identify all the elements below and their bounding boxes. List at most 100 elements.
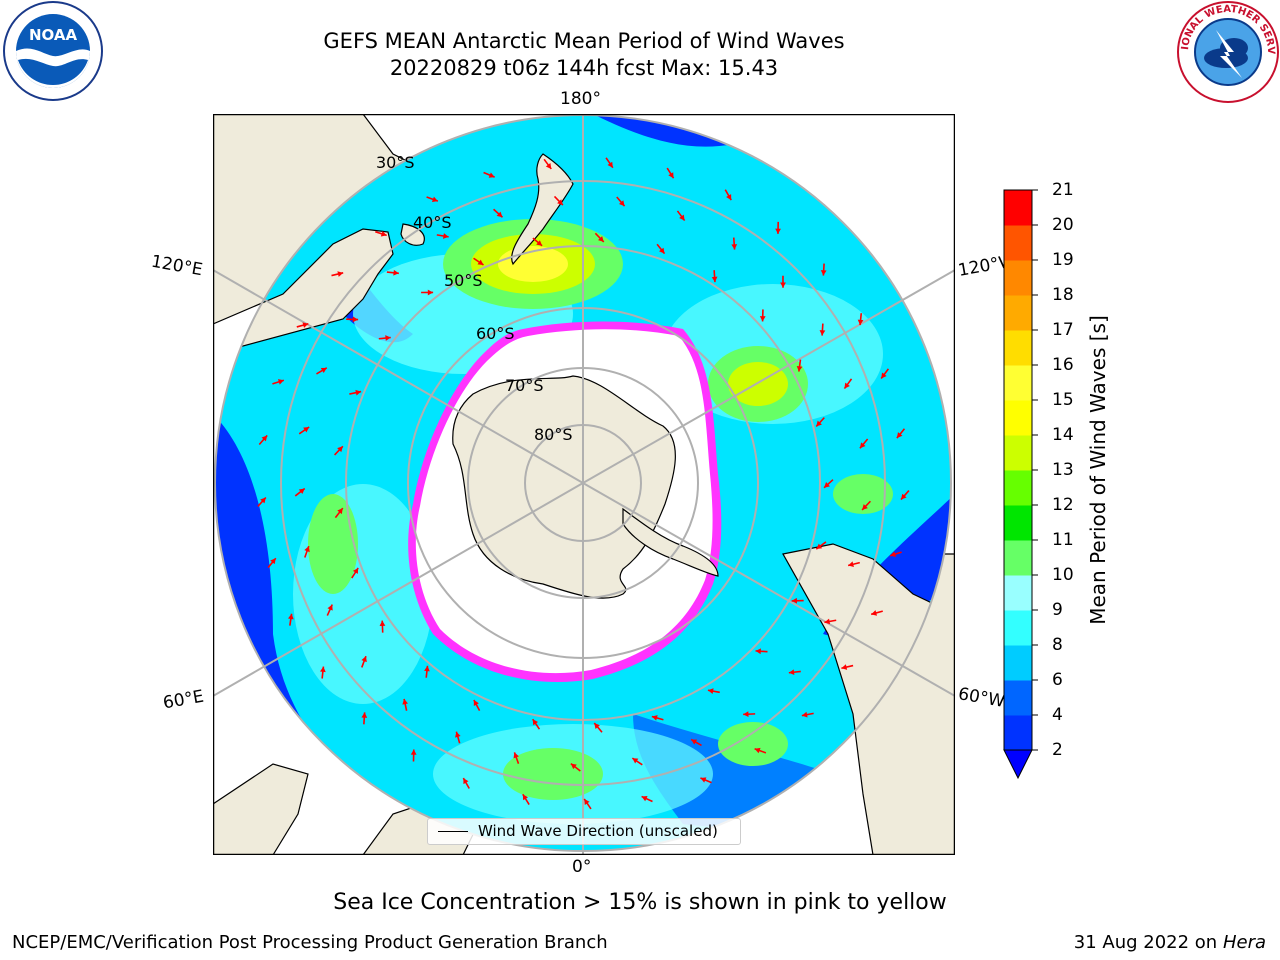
wind-arrow-head	[711, 276, 718, 283]
run-date-text: 31 Aug 2022 on	[1073, 932, 1218, 953]
wind-arrow-head	[731, 244, 738, 250]
legend: Wind Wave Direction (unscaled)	[427, 818, 741, 845]
wind-arrow-head	[303, 427, 310, 433]
wind-arrow-head	[819, 330, 826, 336]
colorbar-segment	[1004, 645, 1032, 681]
wind-arrow-head	[379, 620, 386, 627]
wind-arrow-head	[361, 712, 368, 718]
wind-arrow-head	[700, 777, 707, 783]
wind-arrow-head	[352, 316, 359, 323]
wind-arrow-head	[859, 442, 866, 449]
colorbar-tick-label: 19	[1052, 250, 1074, 270]
wind-arrow-head	[796, 365, 803, 372]
wind-arrow-head	[824, 482, 830, 488]
colorbar-segment	[1004, 435, 1032, 471]
colorbar-segment	[1004, 610, 1032, 646]
colorbar-tick-label: 6	[1052, 670, 1063, 690]
wind-arrow-head	[668, 172, 674, 179]
land-antarctica	[452, 375, 676, 599]
wind-arrow-head	[890, 551, 897, 557]
wind-arrow-head	[473, 700, 479, 707]
noaa-logo-text: NOAA	[29, 26, 78, 44]
latitude-label-70s: 70°S	[505, 376, 544, 395]
wind-arrow-head	[857, 319, 864, 326]
map-title: GEFS MEAN Antarctic Mean Period of Wind …	[323, 29, 845, 53]
wind-arrow-head	[298, 488, 305, 495]
wind-arrow-head	[743, 711, 749, 718]
wind-arrow-head	[791, 597, 798, 604]
wind-arrow-head	[691, 739, 698, 745]
colorbar-tick-label: 14	[1052, 425, 1074, 445]
wind-arrow-head	[726, 194, 732, 201]
credit-line: NCEP/EMC/Verification Post Processing Pr…	[12, 932, 608, 953]
wind-arrow-head	[584, 798, 590, 805]
colorbar-segment	[1004, 190, 1032, 226]
wind-arrow-head	[287, 613, 294, 620]
colorbar-segment	[1004, 505, 1032, 541]
colorbar-tick-label: 16	[1052, 355, 1074, 375]
wind-arrow-head	[431, 196, 438, 202]
colorbar-tick-label: 18	[1052, 285, 1074, 305]
wind-arrow-head	[788, 669, 795, 676]
wind-arrow-head	[618, 200, 625, 207]
machine-name: Hera	[1222, 932, 1266, 953]
colorbar-segment	[1004, 680, 1032, 716]
meridian-label-180: 180°	[560, 89, 601, 109]
map-frame	[213, 114, 955, 855]
wind-arrow-head	[270, 558, 276, 565]
map-subtitle: 20220829 t06z 144h fcst Max: 15.43	[389, 56, 779, 80]
wind-arrow-head	[755, 648, 761, 655]
colorbar-tick-label: 13	[1052, 460, 1074, 480]
colorbar-tick-label: 21	[1052, 180, 1074, 200]
wind-arrow-head	[532, 719, 539, 726]
wind-arrow-head	[355, 389, 362, 396]
wind-arrow-head	[337, 508, 343, 515]
wind-arrow-head	[513, 752, 519, 759]
colorbar-tick-label: 10	[1052, 565, 1074, 585]
wind-arrow-head	[641, 796, 648, 802]
wind-arrow-head	[632, 758, 639, 764]
wind-arrow-head	[871, 610, 878, 616]
wind-arrow-head	[651, 715, 658, 721]
colorbar-tick-label: 17	[1052, 320, 1074, 340]
colorbar-tick-label: 2	[1052, 740, 1063, 760]
wind-arrow-head	[816, 420, 822, 427]
wind-arrow-head	[337, 446, 343, 453]
wind-arrow-head	[679, 214, 685, 221]
wind-arrow-head	[361, 656, 367, 663]
meridian-label-60e: 60°E	[161, 686, 206, 714]
wind-arrow-head	[659, 247, 665, 254]
wind-arrow-head	[841, 664, 848, 670]
wind-arrow-head	[302, 322, 309, 328]
wind-arrow-head	[801, 711, 808, 718]
meridian-label-120e: 120°E	[149, 251, 205, 281]
colorbar-tick-label: 9	[1052, 600, 1063, 620]
wind-arrow-head	[607, 161, 613, 168]
colorbar-segment	[1004, 260, 1032, 296]
wind-arrow-head	[410, 749, 417, 755]
wind-arrow-head	[707, 688, 714, 694]
wind-arrow-head	[598, 236, 604, 242]
wind-arrow-head	[424, 665, 430, 672]
colorbar-segment	[1004, 330, 1032, 366]
colorbar-segment	[1004, 575, 1032, 611]
wind-arrow-head	[380, 231, 387, 237]
wind-arrow-head	[260, 497, 266, 504]
wind-arrow-head	[862, 504, 868, 510]
land-australia	[215, 228, 394, 355]
wind-arrow-head	[570, 763, 577, 770]
wind-arrow-head	[522, 794, 529, 801]
wind-arrow-head	[393, 269, 399, 276]
colorbar-extend-arrow	[1003, 749, 1033, 780]
colorbar	[1003, 189, 1038, 780]
land-africa-outside	[213, 763, 309, 855]
meridian-label-0: 0°	[572, 857, 592, 877]
colorbar-segment	[1004, 715, 1032, 751]
run-date: 31 Aug 2022 on Hera	[1074, 932, 1266, 953]
wind-arrow-head	[816, 543, 823, 550]
wind-arrow-head	[545, 163, 552, 169]
noaa-logo: NOAA	[3, 1, 103, 101]
colorbar-tick-label: 12	[1052, 495, 1074, 515]
wind-arrow-head	[320, 367, 327, 373]
wind-arrow-head	[496, 211, 503, 218]
